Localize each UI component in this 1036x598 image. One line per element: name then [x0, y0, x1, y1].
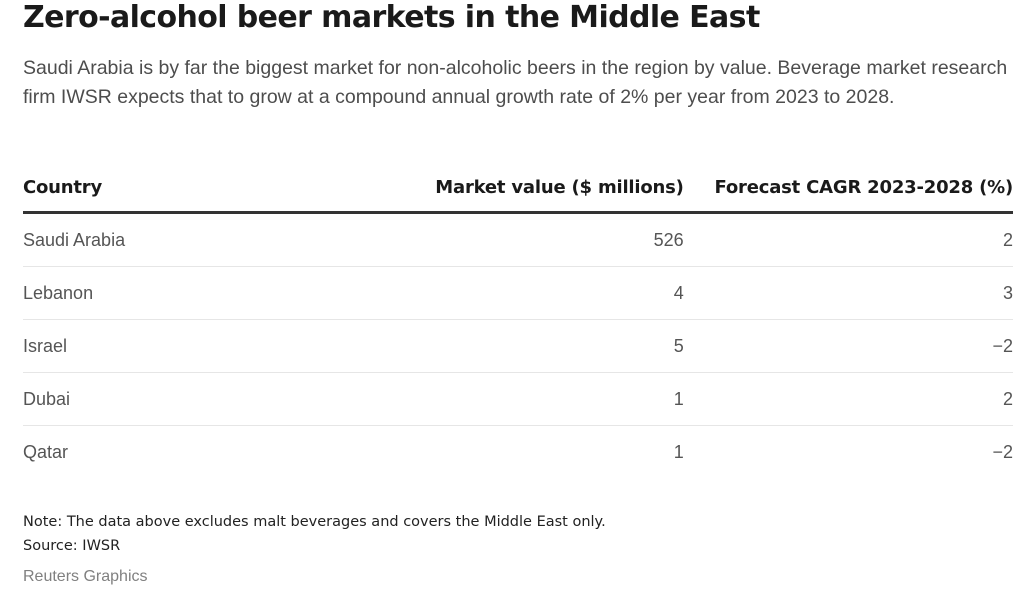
table-row: Israel 5 −2	[23, 319, 1013, 373]
note-text: Note: The data above excludes malt bever…	[23, 514, 606, 530]
header-row: Country Market value ($ millions) Foreca…	[23, 163, 1013, 214]
cell-market-value: 526	[435, 212, 684, 267]
cell-cagr: 2	[683, 212, 1013, 267]
table-row: Lebanon 4 3	[23, 266, 1013, 320]
table-row: Dubai 1 2	[23, 372, 1013, 426]
cell-market-value: 1	[673, 441, 684, 462]
cell-market-value: 4	[435, 266, 684, 320]
source-text: Source: IWSR	[23, 538, 121, 554]
graphic-container: Zero-alcohol beer markets in the Middle …	[23, 0, 1013, 587]
cell-country: Lebanon	[23, 266, 436, 320]
cell-cagr: 2	[683, 372, 1013, 426]
cell-country: Israel	[23, 319, 436, 373]
table-row: Qatar 1 −2	[23, 426, 1013, 479]
cell-country: Dubai	[23, 372, 436, 426]
page-title: Zero-alcohol beer markets in the Middle …	[23, 0, 760, 35]
cell-country: Qatar	[23, 441, 69, 462]
cell-cagr: −2	[683, 319, 1013, 373]
column-header-country: Country	[23, 163, 436, 214]
subtitle: Saudi Arabia is by far the biggest marke…	[23, 57, 1008, 108]
footnote: Note: The data above excludes malt bever…	[23, 510, 1013, 558]
cell-cagr: 3	[683, 266, 1013, 320]
data-table: Country Market value ($ millions) Foreca…	[23, 163, 1013, 478]
table-row: Saudi Arabia 526 2	[23, 212, 1013, 267]
credit-line: Reuters Graphics	[23, 568, 148, 585]
column-header-market-value: Market value ($ millions)	[435, 163, 684, 214]
cell-market-value: 5	[435, 319, 684, 373]
cell-country: Saudi Arabia	[23, 212, 436, 267]
cell-market-value: 1	[435, 372, 684, 426]
cell-cagr: −2	[992, 441, 1013, 462]
column-header-cagr: Forecast CAGR 2023-2028 (%)	[683, 163, 1013, 214]
